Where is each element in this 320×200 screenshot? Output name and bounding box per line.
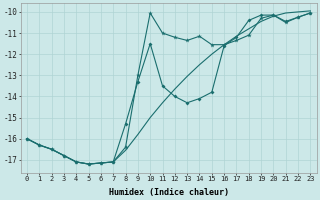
X-axis label: Humidex (Indice chaleur): Humidex (Indice chaleur) [109,188,229,197]
